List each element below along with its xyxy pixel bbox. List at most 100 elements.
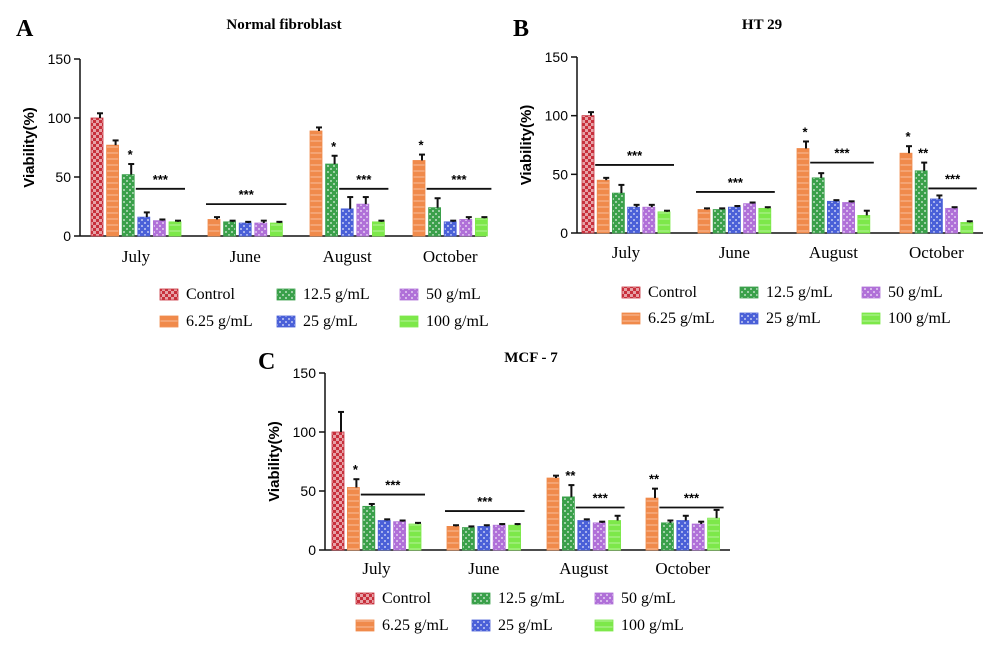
bar-july-6-25-g-ml: [596, 179, 610, 234]
y-tick-label: 50: [552, 166, 568, 182]
legend-a: Control 6.25 g/mL 12.5 g/mL 25 g/mL 50 g/mL 1…: [159, 286, 489, 330]
chart-title: Normal fibroblast: [226, 17, 341, 33]
bar-october-12-5-g-ml: [914, 170, 928, 234]
legend-label-control: Control: [382, 590, 431, 607]
legend-label-100-g-ml: 100 g/mL: [888, 310, 951, 327]
bar-october-100-g-ml: [474, 217, 488, 237]
legend-swatch-12-5-g-ml: [471, 592, 491, 605]
legend-swatch-25-g-ml: [739, 312, 759, 325]
legend-swatch-50-g-ml: [861, 286, 881, 299]
legend-label-100-g-ml: 100 g/mL: [426, 313, 489, 330]
significance-star-october-12-5-g-ml: **: [918, 146, 929, 161]
bar-june-25-g-ml: [728, 206, 741, 234]
y-tick-label: 0: [560, 225, 568, 241]
bar-june-100-g-ml: [508, 524, 522, 551]
legend-label-12-5-g-ml: 12.5 g/mL: [498, 590, 565, 607]
legend-swatch-25-g-ml: [276, 315, 296, 328]
bar-june-12-5-g-ml: [461, 527, 475, 551]
y-tick-label: 100: [48, 110, 72, 126]
bar-july-50-g-ml: [152, 220, 166, 237]
bar-july-50-g-ml: [393, 521, 407, 551]
bar-october-25-g-ml: [676, 520, 690, 551]
y-tick-label: 100: [545, 108, 569, 124]
bar-august-50-g-ml: [356, 203, 370, 237]
legend-label-25-g-ml: 25 g/mL: [303, 313, 358, 330]
x-tick-label-august: August: [809, 243, 858, 262]
bar-july-100-g-ml: [408, 523, 422, 551]
x-tick-label-july: July: [122, 247, 151, 266]
legend-label-50-g-ml: 50 g/mL: [888, 284, 943, 301]
bar-june-100-g-ml: [758, 207, 772, 234]
bar-august-25-g-ml: [827, 200, 840, 234]
bar-august-12-5-g-ml: [562, 496, 575, 551]
panel-letter: C: [258, 349, 275, 375]
bar-october-6-25-g-ml: [899, 152, 913, 234]
legend-swatch-6-25-g-ml: [621, 312, 641, 325]
bar-october-6-25-g-ml: [412, 160, 426, 237]
bar-august-6-25-g-ml: [309, 130, 323, 237]
y-tick-label: 150: [48, 51, 72, 67]
bar-october-100-g-ml: [960, 222, 974, 234]
y-tick-label: 50: [300, 483, 316, 499]
bar-july-control: [331, 431, 345, 551]
bar-october-100-g-ml: [707, 517, 720, 551]
x-tick-label-june: June: [230, 247, 261, 266]
x-tick-label-october: October: [909, 243, 964, 262]
significance-label-october: ***: [451, 172, 467, 187]
x-tick-label-october: October: [423, 247, 478, 266]
bar-august-100-g-ml: [371, 221, 385, 237]
bar-july-control: [581, 115, 595, 234]
legend-swatch-100-g-ml: [399, 315, 419, 328]
bar-august-12-5-g-ml: [811, 177, 825, 234]
legend-label-12-5-g-ml: 12.5 g/mL: [766, 284, 833, 301]
y-tick-label: 150: [293, 365, 317, 381]
bar-june-50-g-ml: [492, 524, 506, 551]
chart-a: A Normal fibroblast Viability(%) 0 50 100 150 J…: [16, 16, 492, 330]
legend-swatch-6-25-g-ml: [159, 315, 179, 328]
bar-october-50-g-ml: [945, 207, 958, 234]
bar-july-12-5-g-ml: [362, 505, 376, 551]
significance-label-july: ***: [627, 148, 643, 163]
bar-july-6-25-g-ml: [106, 144, 119, 237]
bar-july-12-5-g-ml: [121, 174, 135, 237]
significance-label-june: ***: [239, 187, 255, 202]
bar-july-100-g-ml: [657, 211, 671, 234]
legend-label-100-g-ml: 100 g/mL: [621, 617, 684, 634]
bar-october-50-g-ml: [459, 219, 473, 237]
bar-july-50-g-ml: [642, 206, 656, 234]
bar-october-25-g-ml: [930, 198, 943, 234]
legend-swatch-6-25-g-ml: [355, 619, 375, 632]
bar-june-12-5-g-ml: [223, 221, 237, 237]
bar-august-6-25-g-ml: [546, 477, 560, 551]
significance-star-october-6-25-g-ml: *: [418, 138, 424, 153]
y-tick-label: 50: [55, 169, 71, 185]
legend-swatch-100-g-ml: [861, 312, 881, 325]
chart-c: C MCF - 7 Viability(%) 0 50 100 150 July June Aug…: [258, 349, 730, 634]
bar-june-6-25-g-ml: [697, 209, 711, 234]
bar-august-25-g-ml: [340, 208, 354, 237]
x-tick-label-october: October: [655, 559, 710, 578]
significance-star-august-12-5-g-ml: **: [565, 468, 576, 483]
legend-label-6-25-g-ml: 6.25 g/mL: [382, 617, 449, 634]
x-tick-label-august: August: [559, 559, 608, 578]
legend-label-6-25-g-ml: 6.25 g/mL: [186, 313, 253, 330]
significance-star-august-6-25-g-ml: *: [802, 124, 808, 139]
legend-label-25-g-ml: 25 g/mL: [498, 617, 553, 634]
bar-june-6-25-g-ml: [207, 219, 221, 237]
chart-b: B HT 29 Viability(%) 0 50 100 150 July June Augus…: [513, 16, 983, 327]
significance-label-june: ***: [477, 494, 493, 509]
legend-c: Control 6.25 g/mL 12.5 g/mL 25 g/mL 50 g/mL 1…: [355, 590, 684, 634]
significance-label-june: ***: [728, 175, 744, 190]
bar-july-control: [90, 117, 104, 237]
bar-july-25-g-ml: [137, 216, 151, 237]
bar-june-50-g-ml: [743, 203, 756, 234]
bar-october-25-g-ml: [443, 221, 457, 237]
panel-letter: B: [513, 16, 529, 42]
y-tick-label: 0: [63, 228, 71, 244]
legend-swatch-25-g-ml: [471, 619, 491, 632]
significance-label-october: ***: [684, 491, 700, 506]
legend-label-6-25-g-ml: 6.25 g/mL: [648, 310, 715, 327]
significance-star-october-6-25-g-ml: *: [905, 129, 911, 144]
bar-august-12-5-g-ml: [325, 163, 339, 237]
